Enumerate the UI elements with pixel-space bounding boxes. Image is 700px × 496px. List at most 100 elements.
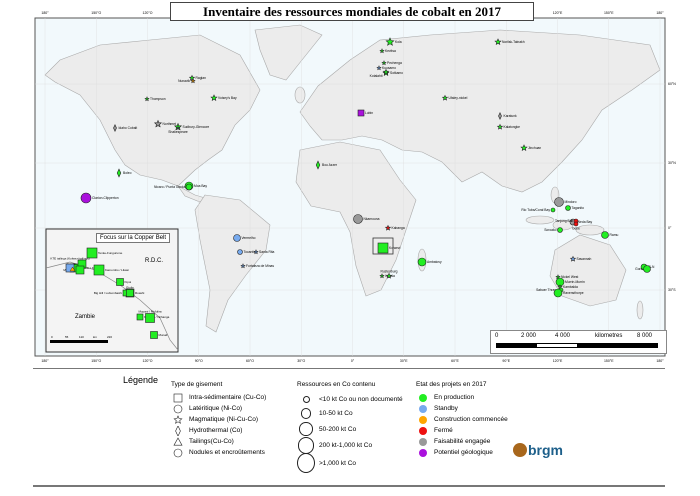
inset-deposit-symbol[interactable]	[136, 313, 144, 321]
deposit-marker[interactable]: Santa Rita	[253, 249, 275, 255]
legend-shape[interactable]	[173, 404, 183, 413]
deposit-marker[interactable]: Nicaro / Punta Gorda	[154, 183, 193, 191]
deposit-symbol[interactable]	[565, 205, 571, 211]
legend-shape[interactable]	[173, 436, 183, 445]
deposit-marker[interactable]: Vermelho	[233, 234, 256, 242]
deposit-marker[interactable]: Savannah	[569, 255, 592, 262]
deposit-marker[interactable]: Ambatovy	[417, 257, 442, 267]
deposit-symbol[interactable]	[384, 224, 392, 231]
deposit-marker[interactable]: Mindoro	[554, 197, 577, 207]
deposit-symbol[interactable]	[385, 37, 395, 46]
deposit-symbol[interactable]	[382, 68, 390, 75]
deposit-symbol[interactable]	[353, 214, 363, 224]
inset-deposit-symbol[interactable]	[116, 278, 124, 286]
deposit-marker[interactable]: Rustenburg	[380, 270, 398, 279]
deposit-marker[interactable]: Tocantins	[237, 249, 258, 255]
deposit-marker[interactable]: Raglan	[188, 74, 207, 81]
deposit-marker[interactable]: Weda Bay	[569, 218, 593, 226]
deposit-marker[interactable]: Goro	[635, 265, 651, 273]
deposit-marker[interactable]: Soroako	[544, 227, 563, 233]
deposit-symbol[interactable]	[379, 273, 385, 279]
deposit-symbol[interactable]	[379, 48, 385, 54]
deposit-marker[interactable]: Fortaleza de Minas	[240, 263, 274, 269]
deposit-marker[interactable]: Jinchuan	[520, 144, 541, 152]
deposit-symbol[interactable]	[185, 183, 193, 191]
inset-deposit-symbol[interactable]	[126, 289, 134, 297]
deposit-symbol[interactable]	[496, 123, 504, 130]
deposit-symbol[interactable]	[175, 125, 181, 130]
deposit-marker[interactable]: Nkamouna	[353, 214, 380, 224]
deposit-marker[interactable]: Rio Tuba/Coral Bay	[521, 207, 556, 213]
legend-shape[interactable]	[173, 393, 183, 402]
deposit-marker[interactable]: Lubin	[357, 109, 373, 117]
deposit-marker[interactable]: Karatunk	[498, 112, 518, 120]
deposit-marker[interactable]: Kotalahti	[370, 68, 390, 78]
deposit-symbol[interactable]	[553, 288, 563, 298]
deposit-marker[interactable]: Ravensthorpe	[553, 288, 584, 298]
inset-deposit-symbol[interactable]	[93, 264, 105, 276]
inset-deposit-symbol[interactable]	[86, 247, 98, 259]
deposit-symbol[interactable]	[555, 274, 561, 280]
deposit-symbol[interactable]	[557, 227, 563, 233]
deposit-marker[interactable]: Kabanga	[384, 224, 405, 231]
deposit-marker[interactable]: Northmet	[153, 119, 176, 128]
deposit-marker[interactable]: Pechenga	[381, 60, 402, 66]
deposit-symbol[interactable]	[357, 109, 365, 117]
deposit-symbol[interactable]	[554, 197, 564, 207]
deposit-symbol[interactable]	[190, 78, 196, 84]
deposit-symbol[interactable]	[144, 96, 150, 102]
deposit-symbol[interactable]	[233, 234, 241, 242]
deposit-symbol[interactable]	[116, 168, 122, 178]
deposit-marker[interactable]: Nunavik	[178, 78, 196, 84]
deposit-symbol[interactable]	[569, 255, 577, 262]
deposit-marker[interactable]: Bou Azzer	[315, 160, 338, 170]
inset-deposit-symbol[interactable]	[65, 263, 75, 273]
deposit-marker[interactable]: Kuusamo	[376, 65, 396, 71]
deposit-symbol[interactable]	[601, 231, 609, 239]
deposit-symbol[interactable]	[377, 242, 389, 254]
legend-shape[interactable]	[173, 448, 183, 457]
deposit-marker[interactable]: Kambalda	[557, 284, 578, 290]
deposit-symbol[interactable]	[381, 60, 387, 66]
deposit-symbol[interactable]	[253, 249, 259, 255]
inset-deposit-symbol[interactable]	[150, 331, 158, 339]
deposit-marker[interactable]: Thompson	[144, 96, 166, 102]
deposit-marker[interactable]: Kevitsa	[379, 48, 396, 54]
deposit-symbol[interactable]	[80, 192, 92, 204]
deposit-marker[interactable]: Clarion-Clipperton	[80, 192, 119, 204]
deposit-symbol[interactable]	[315, 160, 321, 170]
deposit-symbol[interactable]	[237, 249, 243, 255]
legend-shape[interactable]	[175, 425, 181, 436]
deposit-symbol[interactable]	[153, 119, 163, 128]
deposit-symbol[interactable]	[385, 272, 393, 279]
deposit-symbol[interactable]	[550, 207, 556, 213]
deposit-symbol[interactable]	[240, 263, 246, 269]
deposit-marker[interactable]: Shakespeare	[168, 125, 188, 134]
deposit-symbol[interactable]	[643, 265, 651, 273]
deposit-symbol[interactable]	[113, 124, 117, 132]
deposit-marker[interactable]: Ramu	[601, 231, 619, 239]
inset-deposit-symbol[interactable]	[145, 313, 155, 323]
legend-shape[interactable]	[173, 414, 183, 424]
deposit-marker[interactable]: Gebe	[572, 221, 580, 230]
deposit-symbol[interactable]	[417, 257, 427, 267]
deposit-marker[interactable]: Idaho Cobalt	[113, 124, 138, 132]
deposit-marker[interactable]: Voisey's Bay	[210, 94, 237, 102]
deposit-symbol[interactable]	[494, 38, 502, 45]
deposit-marker[interactable]: Boleo	[116, 168, 132, 178]
deposit-symbol[interactable]	[498, 112, 502, 120]
deposit-marker[interactable]: Nickel West	[555, 274, 578, 280]
deposit-marker[interactable]: Norilsk-Talnakh	[494, 38, 525, 45]
deposit-symbol[interactable]	[557, 284, 563, 290]
deposit-marker[interactable]: Kola	[385, 37, 402, 46]
deposit-symbol[interactable]	[573, 221, 579, 227]
deposit-marker[interactable]: Kolwezi	[377, 242, 401, 254]
deposit-symbol[interactable]	[520, 144, 528, 152]
deposit-symbol[interactable]	[210, 94, 218, 102]
inset-deposit-symbol[interactable]	[75, 265, 85, 275]
deposit-symbol[interactable]	[441, 94, 449, 101]
deposit-marker[interactable]: Ufaley-nickel	[441, 94, 468, 101]
deposit-symbol[interactable]	[376, 65, 382, 71]
deposit-marker[interactable]: Taganito	[565, 205, 585, 211]
deposit-marker[interactable]: Kalatongke	[496, 123, 521, 130]
